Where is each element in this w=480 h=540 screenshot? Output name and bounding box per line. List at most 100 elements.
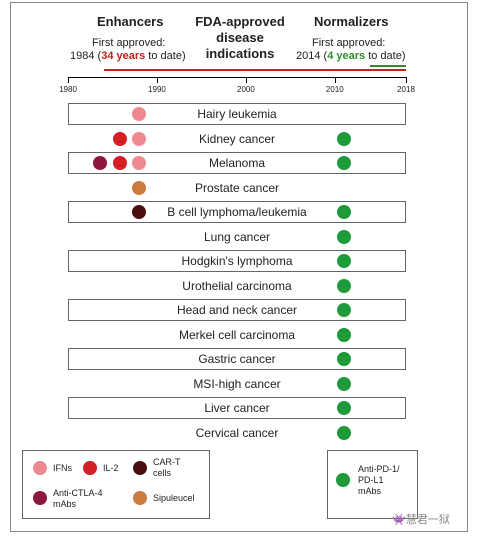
ctla4-legend-line-1: Anti-CTLA-4 bbox=[53, 488, 103, 498]
center-title-line-1: FDA-approved bbox=[195, 14, 285, 29]
enh-to-date: to date) bbox=[145, 50, 186, 62]
enh-years-highlight: 34 years bbox=[101, 50, 146, 62]
indication-label: Lung cancer bbox=[203, 229, 271, 244]
normalizer-approval-dot bbox=[337, 229, 351, 244]
norm-to-date: to date) bbox=[365, 50, 406, 62]
enhancer-timeline-bar bbox=[103, 69, 406, 71]
center-title: FDA-approved disease indications bbox=[195, 14, 285, 62]
indication-label: Hairy leukemia bbox=[197, 107, 277, 121]
axis-tick-label: 2018 bbox=[397, 85, 415, 94]
cart-legend-dot bbox=[133, 461, 147, 475]
indication-row: Liver cancer bbox=[68, 397, 406, 419]
ctla4-legend-label: Anti-CTLA-4 mAbs bbox=[53, 488, 103, 510]
normalizer-approval-dot bbox=[337, 254, 351, 268]
cart-legend-line-2: cells bbox=[153, 468, 172, 478]
norm-years-highlight: 4 years bbox=[327, 50, 366, 62]
sipuleucel-legend-label: Sipuleucel bbox=[153, 493, 195, 503]
pd1-legend-label: Anti-PD-1/ PD-L1 mAbs bbox=[358, 464, 400, 497]
ctla4-legend-dot bbox=[33, 491, 47, 505]
normalizer-approval-dot bbox=[337, 205, 351, 219]
indication-row: MSI-high cancer bbox=[68, 373, 406, 395]
pd1-legend-line-3: mAbs bbox=[358, 486, 382, 496]
normalizer-approval-dot bbox=[337, 327, 351, 342]
indication-label: Gastric cancer bbox=[198, 352, 276, 366]
axis-tick-label: 2000 bbox=[236, 85, 255, 94]
normalizer-approval-dot bbox=[337, 425, 351, 440]
center-title-line-2: disease bbox=[216, 30, 264, 45]
normalizer-legend: Anti-PD-1/ PD-L1 mAbs bbox=[327, 450, 418, 519]
normalizer-approval-dot bbox=[337, 352, 351, 366]
indication-row: Urothelial carcinoma bbox=[68, 275, 406, 297]
indication-row: Kidney cancer bbox=[68, 128, 406, 150]
figure-frame bbox=[10, 2, 468, 532]
indication-row: Melanoma bbox=[68, 152, 406, 174]
indication-label: Melanoma bbox=[208, 156, 266, 170]
indication-label: Urothelial carcinoma bbox=[182, 278, 292, 293]
axis-tick bbox=[68, 77, 69, 83]
indication-label: Head and neck cancer bbox=[176, 303, 298, 317]
enhancer-approval-dot bbox=[132, 205, 146, 219]
indication-label: Kidney cancer bbox=[198, 131, 276, 146]
indication-label: Liver cancer bbox=[204, 401, 270, 415]
enhancer-approval-dot bbox=[113, 131, 127, 146]
normalizer-timeline-bar bbox=[370, 65, 406, 67]
axis-tick bbox=[334, 77, 336, 83]
normalizer-approval-dot bbox=[337, 131, 351, 146]
indication-label: Prostate cancer bbox=[194, 180, 280, 195]
pd1-legend-dot bbox=[336, 473, 350, 487]
indication-row: Gastric cancer bbox=[68, 348, 406, 370]
cart-legend-label: CAR-T cells bbox=[153, 457, 181, 479]
normalizer-approval-dot bbox=[337, 303, 351, 317]
norm-year-text: 2014 ( bbox=[296, 50, 328, 62]
ifns-legend-label: IFNs bbox=[53, 463, 72, 473]
enhancers-subtitle-1: First approved: bbox=[92, 37, 166, 49]
ctla4-legend-line-2: mAbs bbox=[53, 499, 77, 509]
indication-label: Cervical cancer bbox=[195, 425, 279, 440]
center-title-line-3: indications bbox=[205, 46, 275, 61]
indication-row: Hairy leukemia bbox=[68, 103, 406, 125]
enhancer-legend: IFNs IL-2 CAR-T cells Anti-CTLA-4 mAbs Sip… bbox=[22, 450, 210, 519]
axis-tick bbox=[406, 77, 407, 83]
normalizers-subtitle-1: First approved: bbox=[312, 37, 386, 49]
normalizer-approval-dot bbox=[337, 401, 351, 415]
indication-row: Merkel cell carcinoma bbox=[68, 324, 406, 346]
enhancer-approval-dot bbox=[132, 156, 146, 170]
ifns-legend-dot bbox=[33, 461, 47, 475]
pd1-legend-line-2: PD-L1 bbox=[358, 475, 384, 485]
sipuleucel-legend-dot bbox=[133, 491, 147, 505]
axis-tick-label: 1980 bbox=[59, 85, 77, 94]
normalizer-approval-dot bbox=[337, 376, 351, 391]
indication-row: Hodgkin's lymphoma bbox=[68, 250, 406, 272]
indication-label: MSI-high cancer bbox=[193, 376, 281, 391]
normalizers-subtitle-2: 2014 (4 years to date) bbox=[296, 50, 406, 62]
enhancer-approval-dot bbox=[132, 180, 146, 195]
indication-label: Merkel cell carcinoma bbox=[178, 327, 296, 342]
normalizer-approval-dot bbox=[337, 156, 351, 170]
indication-label: B cell lymphoma/leukemia bbox=[167, 205, 307, 219]
axis-tick bbox=[156, 77, 158, 83]
il2-legend-label: IL-2 bbox=[103, 463, 119, 473]
normalizers-title: Normalizers bbox=[314, 14, 389, 29]
enhancer-approval-dot bbox=[132, 107, 146, 121]
normalizer-approval-dot bbox=[337, 278, 351, 293]
indication-label: Hodgkin's lymphoma bbox=[181, 254, 293, 268]
indication-row: B cell lymphoma/leukemia bbox=[68, 201, 406, 223]
axis-tick bbox=[245, 77, 247, 83]
cart-legend-line-1: CAR-T bbox=[153, 457, 181, 467]
enhancers-title: Enhancers bbox=[97, 14, 164, 29]
enh-year-text: 1984 ( bbox=[70, 50, 102, 62]
axis-tick-label: 2010 bbox=[325, 85, 344, 94]
enhancer-approval-dot bbox=[93, 156, 107, 170]
axis-tick-label: 1990 bbox=[148, 85, 166, 94]
enhancer-approval-dot bbox=[113, 156, 127, 170]
watermark: 👾慧君一狱 bbox=[392, 514, 450, 526]
pd1-legend-line-1: Anti-PD-1/ bbox=[358, 464, 400, 474]
axis-line bbox=[68, 77, 406, 78]
indication-row: Prostate cancer bbox=[68, 177, 406, 199]
il2-legend-dot bbox=[83, 461, 97, 475]
indication-row: Cervical cancer bbox=[68, 422, 406, 444]
enhancer-approval-dot bbox=[132, 131, 146, 146]
indication-row: Lung cancer bbox=[68, 226, 406, 248]
enhancers-subtitle-2: 1984 (34 years to date) bbox=[70, 50, 186, 62]
indication-row: Head and neck cancer bbox=[68, 299, 406, 321]
